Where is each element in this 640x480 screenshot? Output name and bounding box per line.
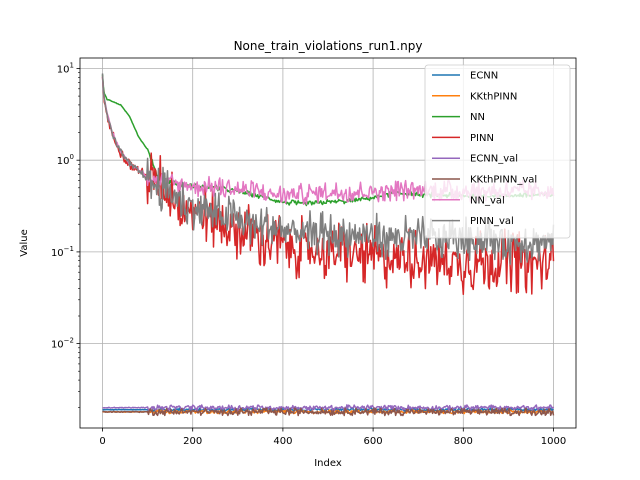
series-layer (101, 73, 555, 417)
legend-label: KKthPINN (470, 91, 517, 102)
legend-label: NN (470, 112, 485, 123)
series-line-kkthpinn-val (102, 407, 555, 417)
plot-frame (79, 57, 577, 429)
legend-label: PINN_val (470, 216, 514, 227)
y-tick-label: 10−1 (51, 245, 74, 259)
legend-box (424, 64, 571, 239)
legend-label: ECNN_val (470, 154, 518, 165)
tick-layer: 0 200 400 600 800 1000 10−2 10−1 100 101 (51, 61, 566, 447)
y-tick-label: 100 (57, 153, 74, 167)
y-tick-label: 10−2 (51, 337, 74, 351)
x-tick-label: 0 (99, 436, 105, 447)
x-tick-label: 400 (273, 436, 292, 447)
legend-label: ECNN (470, 71, 498, 82)
series-line-ecnn-val (102, 404, 555, 412)
chart-title: None_train_violations_run1.npy (234, 39, 423, 53)
legend-label: PINN (470, 133, 494, 144)
x-tick-label: 800 (454, 436, 473, 447)
legend: ECNN KKthPINN NN PINN ECNN_val KKthPINN_val NN… (424, 64, 571, 239)
x-tick-label: 1000 (541, 436, 566, 447)
y-axis-label: Value (19, 229, 30, 256)
y-tick-label: 101 (57, 61, 74, 75)
x-tick-label: 200 (183, 436, 202, 447)
legend-label: NN_val (470, 195, 505, 206)
x-tick-label: 600 (364, 436, 383, 447)
legend-label: KKthPINN_val (470, 175, 537, 186)
series-line-pinn-val (101, 73, 555, 265)
x-axis-label: Index (314, 458, 342, 469)
